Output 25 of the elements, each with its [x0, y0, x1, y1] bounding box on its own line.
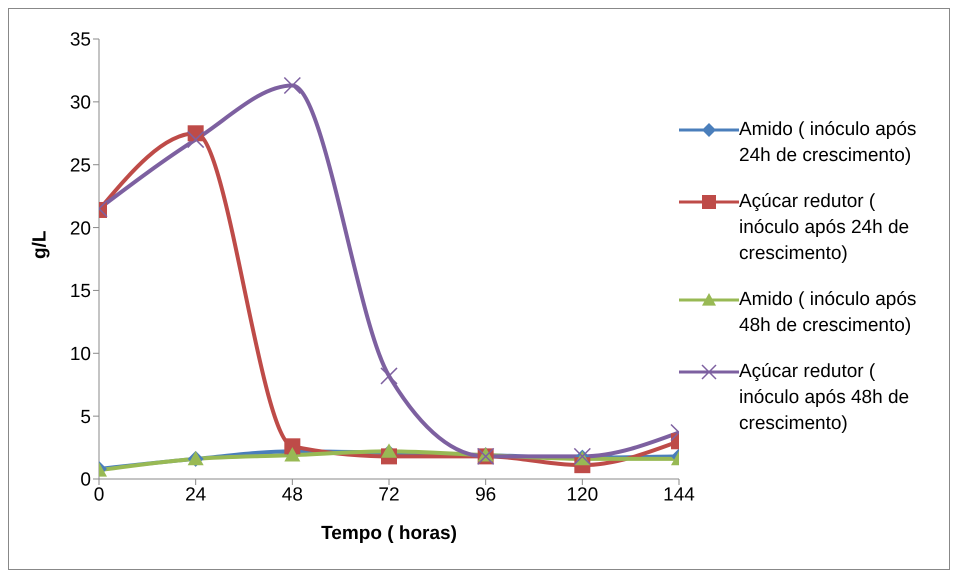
y-axis-title: g/L	[30, 230, 51, 259]
y-tick-label: 15	[70, 281, 91, 302]
y-tick-label: 35	[70, 30, 91, 51]
x-tick-label: 0	[94, 484, 104, 506]
x-tick-label: 72	[378, 484, 400, 506]
y-tick-label: 25	[70, 155, 91, 176]
x-tick-label: 48	[282, 484, 303, 506]
legend-label: Amido ( inóculo após 48h de crescimento)	[739, 288, 918, 338]
legend-label: Açúcar redutor ( inóculo após 48h de crescimento)	[739, 360, 910, 436]
point	[284, 447, 300, 462]
point	[381, 443, 397, 458]
legend-label: Açúcar redutor ( inóculo após 24h de crescimento)	[739, 190, 910, 266]
y-tick-label: 20	[70, 218, 91, 240]
y-tick-label: 10	[70, 344, 91, 366]
point	[380, 367, 398, 385]
y-tick-label: 30	[70, 92, 91, 114]
y-tick-label: 5	[80, 406, 91, 428]
y-tick-label: 0	[80, 470, 91, 491]
legend-label: Amido ( inóculo após 24h de crescimento)	[739, 118, 918, 168]
point	[284, 76, 302, 94]
x-tick-label: 96	[475, 484, 496, 506]
x-axis-title: Tempo ( horas)	[321, 523, 457, 544]
x-tick-label: 144	[663, 484, 696, 506]
x-tick-label: 24	[185, 484, 207, 506]
x-tick-label: 120	[566, 484, 598, 506]
